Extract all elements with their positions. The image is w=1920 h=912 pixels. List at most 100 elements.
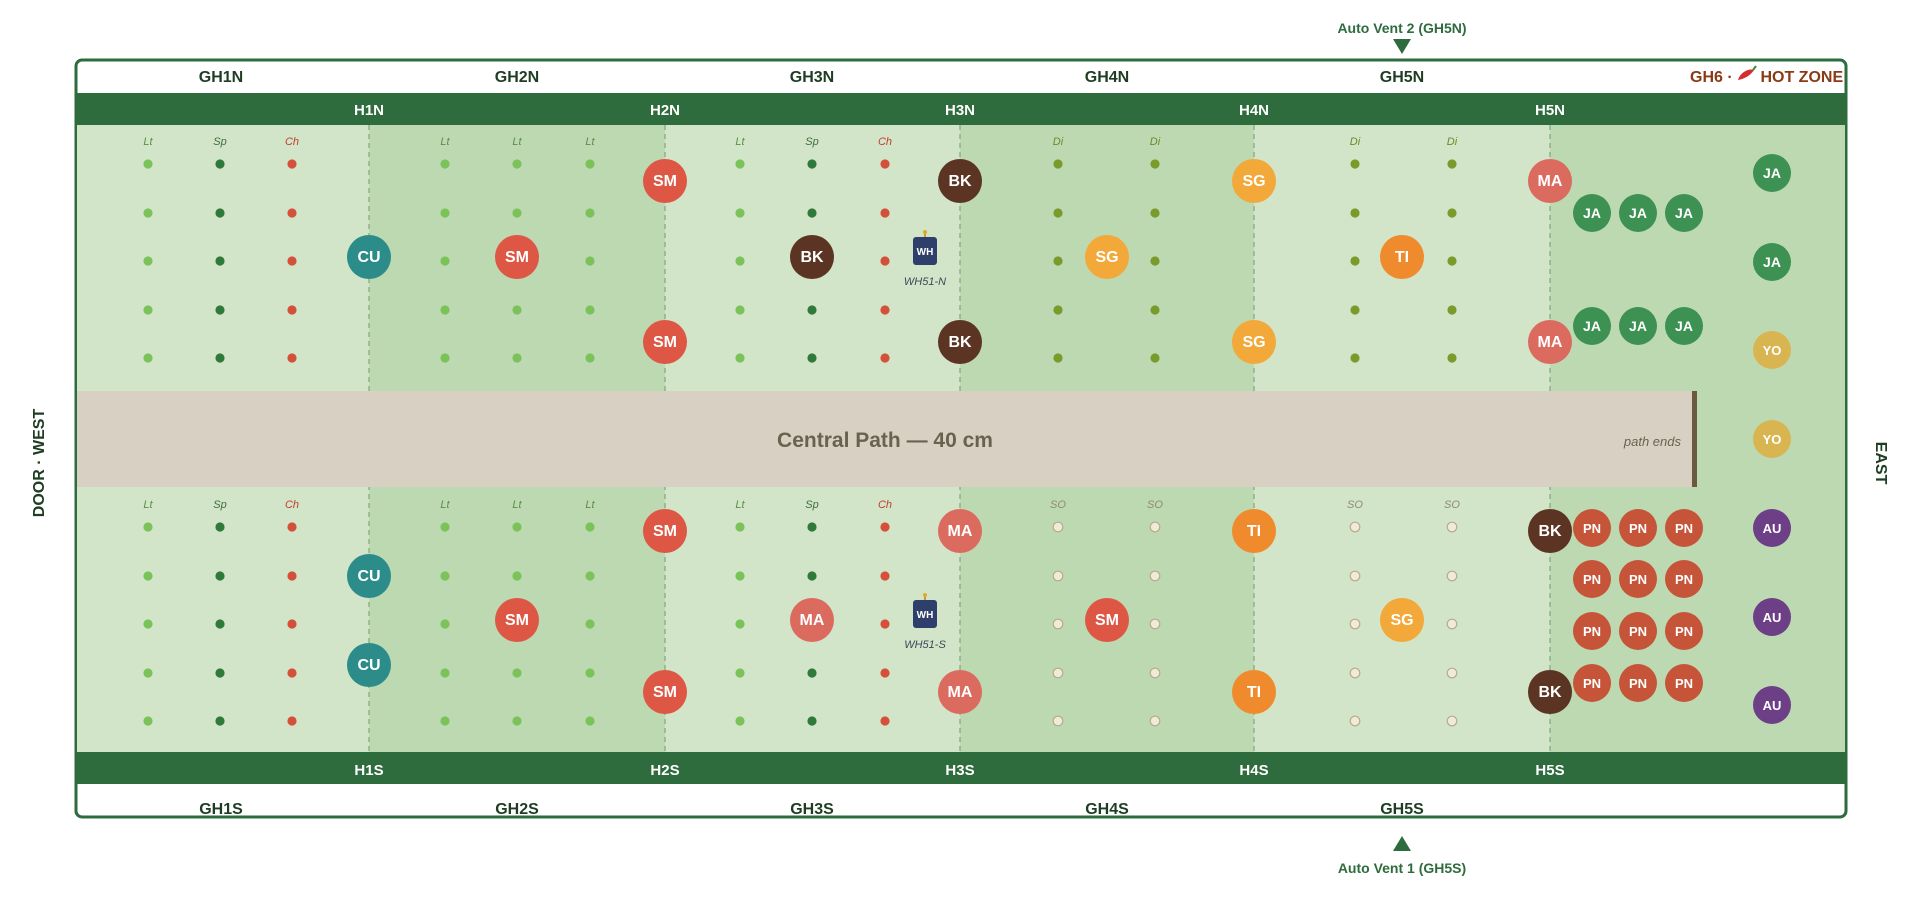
plant-marker-pn[interactable]: PN: [1665, 509, 1703, 547]
plant-code: SM: [653, 523, 677, 540]
planting-dot: [143, 619, 153, 629]
plant-code: SM: [653, 173, 677, 190]
planting-dot: [1149, 715, 1161, 727]
wh51-sensor[interactable]: WH WH51-N: [904, 230, 946, 288]
plant-marker-cu[interactable]: CU: [347, 554, 391, 598]
plant-marker-pn[interactable]: PN: [1619, 664, 1657, 702]
plant-circle: [938, 509, 982, 553]
section-label-gh2s: GH2S: [495, 801, 539, 818]
planting-dot: [215, 716, 225, 726]
row-label: Lt: [512, 136, 522, 148]
planting-dot: [1446, 521, 1458, 533]
plant-marker-au[interactable]: AU: [1753, 598, 1791, 636]
plant-marker-ja[interactable]: JA: [1619, 194, 1657, 232]
plant-marker-pn[interactable]: PN: [1619, 509, 1657, 547]
plant-marker-pn[interactable]: PN: [1619, 612, 1657, 650]
plant-marker-ma[interactable]: MA: [938, 670, 982, 714]
west-door-label: DOOR · WEST: [31, 409, 48, 518]
planting-dot: [143, 668, 153, 678]
planting-dot: [807, 208, 817, 218]
plant-marker-pn[interactable]: PN: [1573, 612, 1611, 650]
plant-code: CU: [357, 657, 380, 674]
plant-marker-au[interactable]: AU: [1753, 509, 1791, 547]
plant-code: SG: [1095, 249, 1118, 266]
planting-dot: [585, 353, 595, 363]
plant-marker-cu[interactable]: CU: [347, 235, 391, 279]
plant-marker-sm[interactable]: SM: [495, 598, 539, 642]
section-label-gh1n: GH1N: [199, 69, 243, 86]
plant-marker-sm[interactable]: SM: [643, 670, 687, 714]
plant-marker-ja[interactable]: JA: [1573, 307, 1611, 345]
plant-marker-yo[interactable]: YO: [1753, 331, 1791, 369]
planting-dot: [880, 305, 890, 315]
plant-marker-ti[interactable]: TI: [1380, 235, 1424, 279]
plant-marker-bk[interactable]: BK: [1528, 509, 1572, 553]
plant-marker-au[interactable]: AU: [1753, 686, 1791, 724]
hoop-label-h5n: H5N: [1535, 102, 1565, 119]
plant-marker-bk[interactable]: BK: [938, 320, 982, 364]
plant-marker-ma[interactable]: MA: [1528, 159, 1572, 203]
planting-dot: [215, 305, 225, 315]
plant-marker-cu[interactable]: CU: [347, 643, 391, 687]
planting-dot: [807, 159, 817, 169]
planting-dot: [585, 668, 595, 678]
plant-code: PN: [1629, 572, 1647, 587]
plant-marker-ti[interactable]: TI: [1232, 509, 1276, 553]
plant-code: SM: [505, 612, 529, 629]
plant-marker-pn[interactable]: PN: [1665, 612, 1703, 650]
plant-marker-ma[interactable]: MA: [1528, 320, 1572, 364]
plant-marker-sm[interactable]: SM: [643, 509, 687, 553]
plant-marker-bk[interactable]: BK: [1528, 670, 1572, 714]
plant-marker-sm[interactable]: SM: [1085, 598, 1129, 642]
plant-marker-sg[interactable]: SG: [1085, 235, 1129, 279]
plant-marker-pn[interactable]: PN: [1573, 560, 1611, 598]
plant-marker-pn[interactable]: PN: [1665, 664, 1703, 702]
planting-dot: [735, 716, 745, 726]
plant-marker-yo[interactable]: YO: [1753, 420, 1791, 458]
planting-dot: [512, 522, 522, 532]
plant-circle: [643, 159, 687, 203]
plant-marker-ti[interactable]: TI: [1232, 670, 1276, 714]
plant-circle: [1753, 420, 1791, 458]
plant-marker-ja[interactable]: JA: [1753, 243, 1791, 281]
plant-circle: [1085, 235, 1129, 279]
plant-marker-ja[interactable]: JA: [1753, 154, 1791, 192]
planting-dot: [143, 256, 153, 266]
plant-code: CU: [357, 568, 380, 585]
plant-marker-sg[interactable]: SG: [1380, 598, 1424, 642]
plant-marker-pn[interactable]: PN: [1619, 560, 1657, 598]
row-label: Ch: [878, 499, 892, 511]
plant-marker-ja[interactable]: JA: [1573, 194, 1611, 232]
plant-marker-sg[interactable]: SG: [1232, 159, 1276, 203]
plant-marker-bk[interactable]: BK: [938, 159, 982, 203]
row-label: Lt: [440, 136, 450, 148]
planting-dot: [585, 208, 595, 218]
planting-dot: [1052, 521, 1064, 533]
wh51-sensor[interactable]: WH WH51-S: [904, 593, 946, 651]
plant-marker-ja[interactable]: JA: [1665, 194, 1703, 232]
planting-dot: [143, 716, 153, 726]
plant-marker-bk[interactable]: BK: [790, 235, 834, 279]
plant-code: SG: [1242, 173, 1265, 190]
plant-code: PN: [1675, 676, 1693, 691]
plant-marker-sg[interactable]: SG: [1232, 320, 1276, 364]
plant-code: BK: [1538, 523, 1562, 540]
plant-marker-ma[interactable]: MA: [938, 509, 982, 553]
plant-code: MA: [948, 523, 973, 540]
hoop-label-h5s: H5S: [1535, 762, 1564, 779]
plant-marker-sm[interactable]: SM: [643, 320, 687, 364]
plant-marker-ja[interactable]: JA: [1665, 307, 1703, 345]
section-label-gh4n: GH4N: [1085, 69, 1129, 86]
planting-dot: [287, 305, 297, 315]
plant-marker-sm[interactable]: SM: [495, 235, 539, 279]
plant-marker-pn[interactable]: PN: [1573, 509, 1611, 547]
plant-circle: [1573, 509, 1611, 547]
plant-marker-pn[interactable]: PN: [1573, 664, 1611, 702]
central-path: [77, 391, 1694, 487]
plant-marker-ma[interactable]: MA: [790, 598, 834, 642]
plant-marker-sm[interactable]: SM: [643, 159, 687, 203]
plant-code: JA: [1629, 318, 1647, 334]
plant-marker-ja[interactable]: JA: [1619, 307, 1657, 345]
plant-marker-pn[interactable]: PN: [1665, 560, 1703, 598]
planting-dot: [143, 353, 153, 363]
